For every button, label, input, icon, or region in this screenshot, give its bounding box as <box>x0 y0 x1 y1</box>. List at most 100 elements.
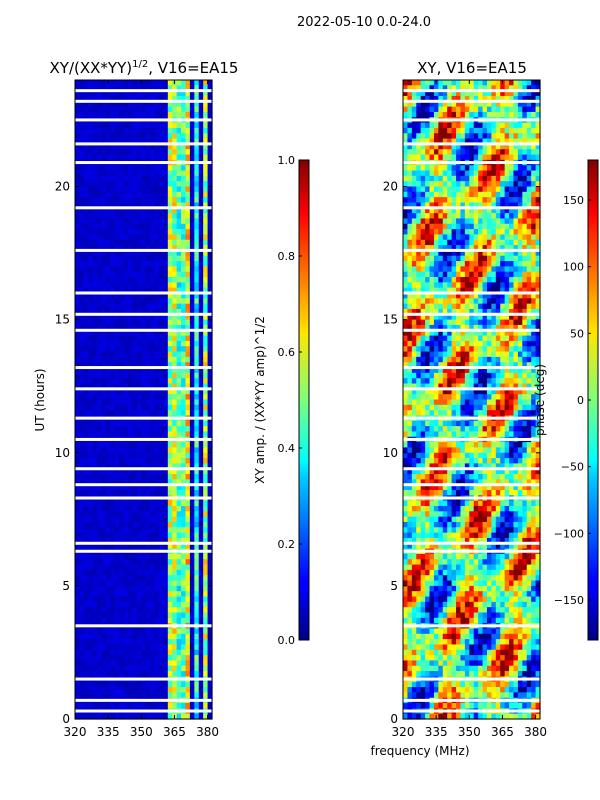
heatmap-cell <box>154 559 160 566</box>
heatmap-cell <box>429 218 435 225</box>
heatmap-cell <box>119 378 125 385</box>
heatmap-cell <box>88 521 94 528</box>
heatmap-cell <box>163 569 169 576</box>
heatmap-cell <box>150 452 156 459</box>
heatmap-cell <box>88 303 94 310</box>
heatmap-cell <box>407 106 413 113</box>
heatmap-cell <box>194 340 200 347</box>
heatmap-cell <box>110 500 116 507</box>
heatmap-cell <box>176 404 182 411</box>
heatmap-cell <box>136 282 142 289</box>
heatmap-cell <box>92 202 98 209</box>
heatmap-cell <box>163 261 169 267</box>
heatmap-cell <box>526 239 532 246</box>
heatmap-cell <box>154 399 160 406</box>
heatmap-cell <box>123 308 129 315</box>
heatmap-cell <box>114 591 120 598</box>
heatmap-cell <box>425 282 431 289</box>
heatmap-cell <box>451 266 457 273</box>
heatmap-cell <box>83 383 89 390</box>
heatmap-cell <box>154 543 160 550</box>
heatmap-cell <box>411 154 417 161</box>
heatmap-cell <box>207 404 213 411</box>
heatmap-cell <box>132 649 138 656</box>
heatmap-cell <box>198 101 204 108</box>
heatmap-cell <box>207 218 213 225</box>
heatmap-cell <box>517 85 523 92</box>
heatmap-cell <box>83 607 89 614</box>
heatmap-cell <box>141 713 147 720</box>
heatmap-cell <box>167 617 173 624</box>
heatmap-cell <box>136 442 142 449</box>
heatmap-cell <box>114 612 120 619</box>
heatmap-cell <box>198 511 204 518</box>
heatmap-cell <box>123 628 129 635</box>
heatmap-cell <box>517 165 523 172</box>
heatmap-cell <box>464 122 470 129</box>
heatmap-cell <box>132 181 138 188</box>
heatmap-cell <box>198 133 204 140</box>
heatmap-cell <box>123 266 129 273</box>
heatmap-cell <box>517 133 523 140</box>
heatmap-cell <box>114 186 120 193</box>
heatmap-cell <box>105 410 111 417</box>
heatmap-cell <box>181 655 187 662</box>
heatmap-cell <box>185 426 191 433</box>
heatmap-cell <box>75 596 81 603</box>
heatmap-cell <box>442 266 448 273</box>
heatmap-cell <box>189 612 195 619</box>
heatmap-cell <box>79 442 85 449</box>
heatmap-cell <box>167 106 173 113</box>
heatmap-cell <box>495 133 501 140</box>
heatmap-cell <box>150 202 156 209</box>
heatmap-cell <box>128 234 134 241</box>
heatmap-cell <box>101 149 107 156</box>
heatmap-cell <box>442 197 448 204</box>
heatmap-cell <box>181 324 187 331</box>
heatmap-cell <box>203 639 209 646</box>
heatmap-cell <box>128 681 134 688</box>
heatmap-cell <box>207 346 213 353</box>
heatmap-cell <box>136 170 142 177</box>
heatmap-cell <box>167 655 173 662</box>
heatmap-cell <box>114 282 120 289</box>
heatmap-cell <box>535 223 541 230</box>
heatmap-cell <box>128 202 134 209</box>
heatmap-cell <box>132 447 138 454</box>
heatmap-cell <box>495 90 501 97</box>
heatmap-cell <box>207 181 213 188</box>
heatmap-cell <box>97 649 103 656</box>
heatmap-cell <box>123 506 129 512</box>
heatmap-cell <box>491 202 497 209</box>
heatmap-cell <box>194 484 200 491</box>
heatmap-cell <box>429 80 435 86</box>
heatmap-cell <box>464 261 470 267</box>
heatmap-cell <box>105 111 111 118</box>
heatmap-cell <box>425 202 431 209</box>
heatmap-cell <box>176 95 182 102</box>
heatmap-cell <box>101 293 107 299</box>
heatmap-cell <box>123 197 129 204</box>
heatmap-cell <box>150 521 156 528</box>
heatmap-cell <box>88 527 94 534</box>
heatmap-cell <box>132 681 138 688</box>
heatmap-cell <box>456 197 462 204</box>
heatmap-cell <box>110 330 116 337</box>
heatmap-cell <box>136 207 142 214</box>
heatmap-cell <box>97 655 103 662</box>
heatmap-cell <box>464 234 470 241</box>
heatmap-cell <box>509 266 515 273</box>
heatmap-cell <box>185 431 191 438</box>
heatmap-cell <box>464 266 470 273</box>
heatmap-cell <box>154 335 160 342</box>
heatmap-cell <box>110 218 116 225</box>
heatmap-cell <box>522 127 528 134</box>
heatmap-cell <box>198 367 204 374</box>
heatmap-cell <box>495 261 501 267</box>
heatmap-cell <box>181 111 187 118</box>
heatmap-cell <box>158 649 164 656</box>
heatmap-cell <box>207 149 213 156</box>
heatmap-cell <box>83 111 89 118</box>
heatmap-cell <box>504 202 510 209</box>
heatmap-cell <box>114 319 120 326</box>
